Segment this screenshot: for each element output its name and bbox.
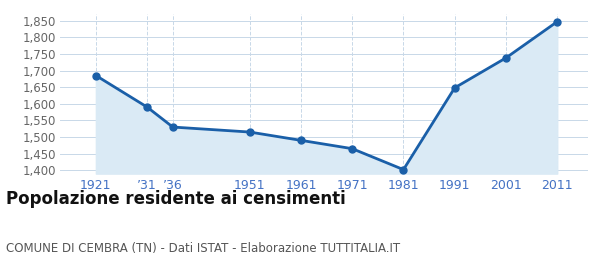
Text: Popolazione residente ai censimenti: Popolazione residente ai censimenti [6,190,346,208]
Text: COMUNE DI CEMBRA (TN) - Dati ISTAT - Elaborazione TUTTITALIA.IT: COMUNE DI CEMBRA (TN) - Dati ISTAT - Ela… [6,242,400,255]
